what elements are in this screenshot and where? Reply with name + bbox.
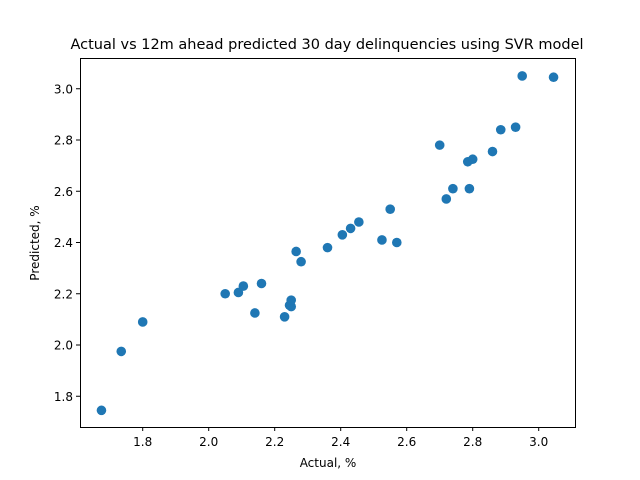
data-point: [116, 346, 127, 357]
data-point: [377, 235, 387, 245]
data-point: [385, 204, 396, 214]
data-point: [137, 317, 148, 327]
y-tick-label: 2.6: [54, 185, 73, 199]
y-tick-label: 2.8: [54, 134, 73, 148]
plot-area-frame: [80, 58, 576, 428]
x-tick-label: 3.0: [529, 435, 548, 449]
data-point: [354, 217, 364, 227]
x-tick-label: 2.2: [265, 435, 284, 449]
data-point: [238, 281, 249, 291]
data-point: [392, 237, 402, 248]
data-point: [291, 246, 301, 257]
data-point: [548, 72, 559, 83]
data-point: [220, 288, 230, 299]
data-point: [434, 140, 445, 150]
data-point: [279, 312, 290, 322]
x-tick-label: 2.0: [199, 435, 218, 449]
data-point: [441, 194, 452, 204]
data-point: [337, 230, 348, 240]
x-tick-label: 2.6: [397, 435, 416, 449]
data-point: [286, 295, 297, 305]
y-tick-label: 1.8: [54, 390, 73, 404]
data-point: [256, 278, 267, 289]
y-tick-label: 3.0: [54, 82, 73, 96]
data-point: [250, 308, 260, 318]
data-point: [345, 223, 356, 234]
data-point: [464, 183, 475, 194]
chart-title: Actual vs 12m ahead predicted 30 day del…: [70, 37, 583, 53]
x-tick-label: 1.8: [133, 435, 152, 449]
y-tick-label: 2.2: [54, 287, 73, 301]
x-tick-label: 2.4: [331, 435, 350, 449]
y-axis-label: Predicted, %: [28, 205, 42, 280]
data-point: [467, 154, 478, 165]
data-point: [96, 405, 107, 416]
x-tick-label: 2.8: [463, 435, 482, 449]
x-axis-ticks: 1.8 2.0 2.2 2.4 2.6 2.8 3.0: [133, 427, 548, 449]
y-tick-label: 2.4: [54, 236, 73, 250]
data-point: [517, 71, 527, 81]
y-axis-ticks: 1.8 2.0 2.2 2.4 2.6 2.8 3.0: [54, 82, 80, 404]
y-tick-label: 2.0: [54, 339, 73, 353]
x-axis-label: Actual, %: [300, 456, 357, 470]
data-point: [296, 256, 306, 267]
data-point: [322, 242, 333, 253]
data-point: [448, 183, 458, 194]
data-points: [96, 71, 559, 416]
data-point: [495, 124, 506, 135]
data-point: [487, 146, 498, 157]
data-point: [510, 122, 521, 132]
